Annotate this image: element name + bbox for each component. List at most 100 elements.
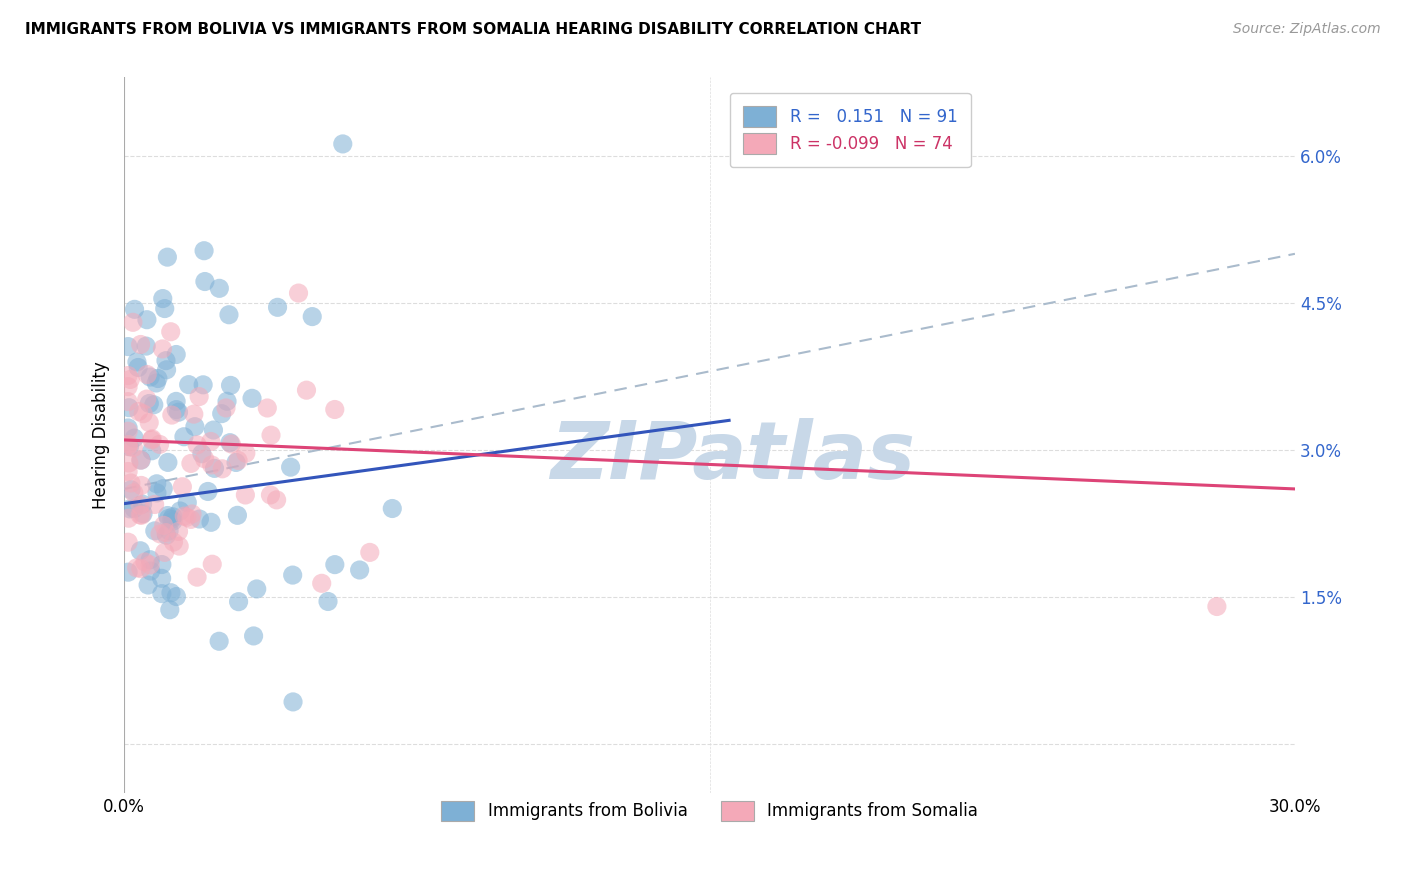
Point (208, 281, 231, 295)
Point (132, 507, 155, 521)
Legend: Immigrants from Bolivia, Immigrants from Somalia: Immigrants from Bolivia, Immigrants from… (427, 788, 991, 834)
Point (219, 435, 242, 450)
Point (117, 368, 139, 383)
Point (129, 561, 152, 575)
Point (131, 508, 153, 523)
Point (134, 555, 156, 569)
Point (280, 460, 302, 475)
Point (226, 453, 249, 467)
Y-axis label: Hearing Disability: Hearing Disability (93, 361, 110, 509)
Point (117, 421, 139, 435)
Point (146, 371, 169, 385)
Point (246, 582, 269, 596)
Point (295, 383, 318, 397)
Point (235, 446, 257, 460)
Point (301, 310, 323, 324)
Point (129, 543, 152, 558)
Point (129, 478, 152, 492)
Point (165, 394, 187, 409)
Point (117, 535, 139, 549)
Point (266, 301, 288, 315)
Point (311, 576, 333, 591)
Point (176, 495, 198, 509)
Point (132, 407, 155, 421)
Point (139, 552, 162, 566)
Point (135, 392, 157, 406)
Point (202, 423, 225, 437)
Point (156, 508, 179, 523)
Point (152, 342, 174, 356)
Point (157, 524, 180, 538)
Point (152, 518, 174, 533)
Point (160, 512, 183, 526)
Point (149, 437, 172, 451)
Point (186, 438, 208, 452)
Point (191, 447, 214, 461)
Point (145, 376, 167, 390)
Point (122, 315, 145, 329)
Point (215, 394, 238, 409)
Point (211, 407, 233, 421)
Point (129, 508, 152, 522)
Point (287, 286, 309, 301)
Point (117, 437, 139, 451)
Point (1205, 599, 1227, 614)
Point (349, 563, 371, 577)
Point (118, 456, 141, 470)
Point (160, 586, 183, 600)
Point (208, 634, 231, 648)
Point (129, 337, 152, 351)
Point (186, 570, 208, 584)
Point (120, 483, 142, 497)
Point (169, 504, 191, 518)
Point (155, 363, 177, 377)
Point (141, 432, 163, 446)
Point (117, 511, 139, 525)
Point (145, 476, 167, 491)
Point (226, 508, 249, 523)
Point (152, 482, 174, 496)
Point (162, 509, 184, 524)
Point (118, 401, 141, 415)
Point (167, 539, 190, 553)
Point (228, 595, 250, 609)
Point (359, 545, 381, 559)
Point (165, 402, 187, 417)
Point (176, 510, 198, 524)
Point (266, 492, 288, 507)
Point (142, 398, 165, 412)
Point (117, 565, 139, 579)
Point (177, 377, 200, 392)
Point (143, 524, 166, 538)
Point (156, 455, 179, 469)
Point (155, 528, 177, 542)
Point (173, 430, 195, 444)
Point (117, 379, 139, 393)
Point (219, 378, 242, 392)
Point (150, 587, 173, 601)
Point (122, 486, 145, 500)
Text: ZIPatlas: ZIPatlas (551, 417, 915, 495)
Point (117, 424, 139, 438)
Point (131, 497, 153, 511)
Point (183, 407, 205, 421)
Point (149, 527, 172, 541)
Point (157, 511, 180, 525)
Point (129, 453, 152, 467)
Point (225, 455, 247, 469)
Point (197, 484, 219, 499)
Point (173, 509, 195, 524)
Point (143, 498, 166, 512)
Point (188, 390, 211, 404)
Point (160, 408, 183, 422)
Point (167, 524, 190, 539)
Point (180, 457, 202, 471)
Point (323, 402, 346, 417)
Point (204, 461, 226, 475)
Point (128, 404, 150, 418)
Point (125, 561, 148, 575)
Point (156, 250, 179, 264)
Point (165, 347, 187, 361)
Point (122, 431, 145, 445)
Point (193, 451, 215, 466)
